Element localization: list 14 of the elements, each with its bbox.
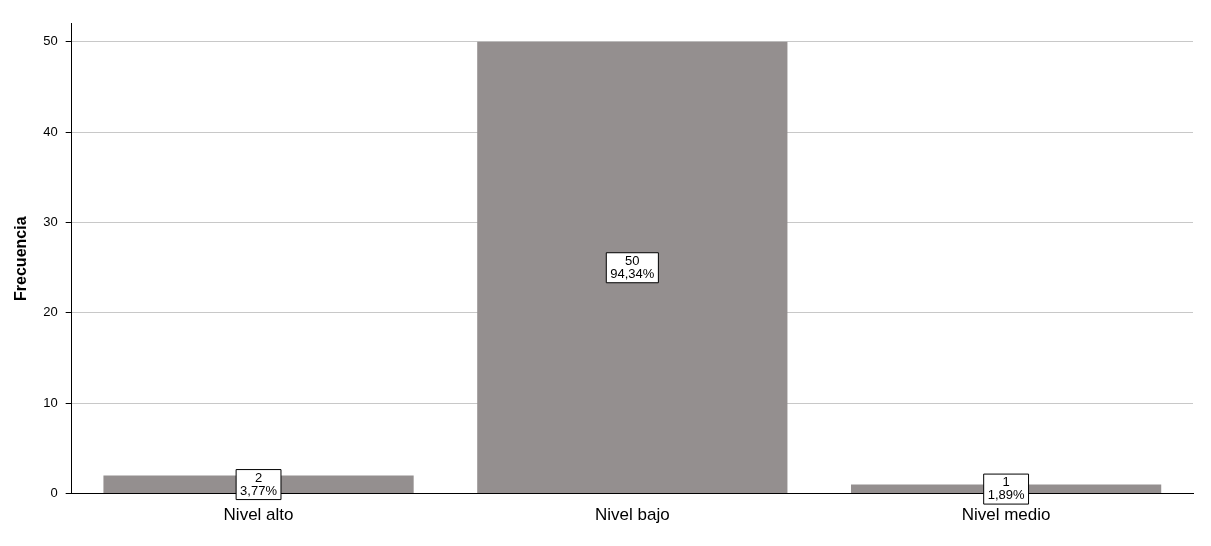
y-tick-label: 0: [50, 485, 58, 501]
y-tick-label: 20: [43, 304, 58, 320]
y-tick-label: 40: [43, 123, 58, 139]
data-label: 1 1,89%: [987, 474, 1025, 503]
data-label: 50 94,34%: [610, 252, 655, 281]
y-tick-label: 10: [43, 394, 58, 410]
x-tick-label: Nivel bajo: [595, 505, 670, 525]
y-tick-label: 50: [43, 33, 58, 49]
x-tick-label: Nivel alto: [223, 505, 294, 525]
data-label: 2 3,77%: [240, 469, 278, 498]
bar: [477, 41, 788, 494]
x-tick-label: Nivel medio: [961, 505, 1051, 525]
y-tick-label: 30: [43, 214, 58, 230]
y-axis-title: Frecuencia: [12, 216, 30, 301]
